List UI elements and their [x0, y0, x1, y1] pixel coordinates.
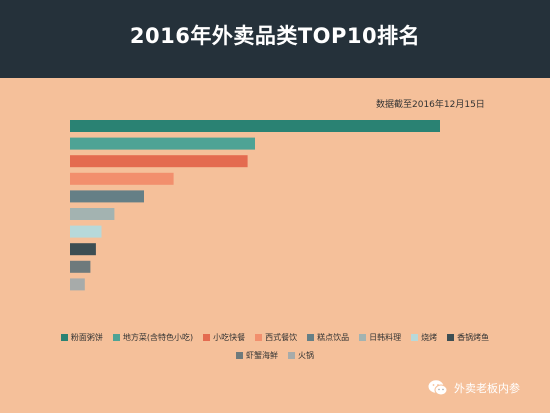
legend-swatch	[307, 334, 315, 341]
legend-item: 虾蟹海鲜	[236, 350, 278, 361]
legend-swatch	[112, 334, 120, 341]
legend-label: 小吃快餐	[213, 333, 246, 342]
bar-4	[70, 172, 174, 185]
legend-item: 粉面粥饼	[60, 332, 103, 343]
bar-6	[70, 208, 115, 220]
bar-9	[70, 260, 91, 273]
legend-label: 日韩料理	[369, 333, 402, 342]
bar-1	[70, 120, 440, 132]
bar-8	[70, 243, 96, 256]
legend-label: 粉面粥饼	[70, 333, 103, 342]
legend-swatch	[60, 334, 68, 341]
legend-label: 烧烤	[421, 333, 438, 342]
legend-item: 烧烤	[411, 332, 437, 343]
legend-item: 糕点饮品	[307, 332, 349, 343]
data-date-note: 数据截至2016年12月15日	[376, 100, 485, 110]
legend-swatch	[359, 334, 367, 341]
legend-swatch	[255, 334, 263, 341]
legend-item: 小吃快餐	[203, 332, 245, 343]
bar-7	[70, 225, 102, 238]
chart-title: 2016年外卖品类TOP10排名	[129, 24, 421, 48]
wechat-icon	[428, 380, 448, 396]
legend-swatch	[288, 352, 295, 359]
bar-2	[70, 137, 255, 150]
legend-item: 地方菜(含特色小吃)	[112, 332, 194, 343]
bar-5	[70, 190, 144, 203]
bar-10	[70, 278, 85, 291]
legend-label: 糕点饮品	[317, 333, 350, 342]
legend-item: 日韩料理	[359, 332, 401, 343]
watermark: 外卖老板内参	[428, 379, 520, 397]
legend-item: 西式餐饮	[255, 332, 297, 343]
legend-item: 香锅烤鱼	[447, 332, 489, 343]
chart-legend: 粉面粥饼 地方菜(含特色小吃) 小吃快餐 西式餐饮 糕点饮品 日韩料理 烧烤 香锅烤鱼虾蟹海鲜…	[40, 332, 510, 368]
legend-label: 地方菜(含特色小吃)	[122, 333, 194, 342]
legend-swatch	[411, 334, 419, 341]
legend-swatch	[236, 352, 243, 359]
bar-3	[70, 155, 248, 168]
legend-item: 火锅	[288, 350, 314, 361]
legend-swatch	[447, 334, 455, 341]
legend-swatch	[203, 334, 211, 341]
legend-label: 西式餐饮	[265, 333, 298, 342]
legend-label: 火锅	[298, 351, 314, 360]
legend-label: 香锅烤鱼	[457, 333, 490, 342]
legend-label: 虾蟹海鲜	[246, 351, 278, 360]
header-bar: 2016年外卖品类TOP10排名	[0, 0, 550, 78]
watermark-text: 外卖老板内参	[454, 382, 520, 395]
